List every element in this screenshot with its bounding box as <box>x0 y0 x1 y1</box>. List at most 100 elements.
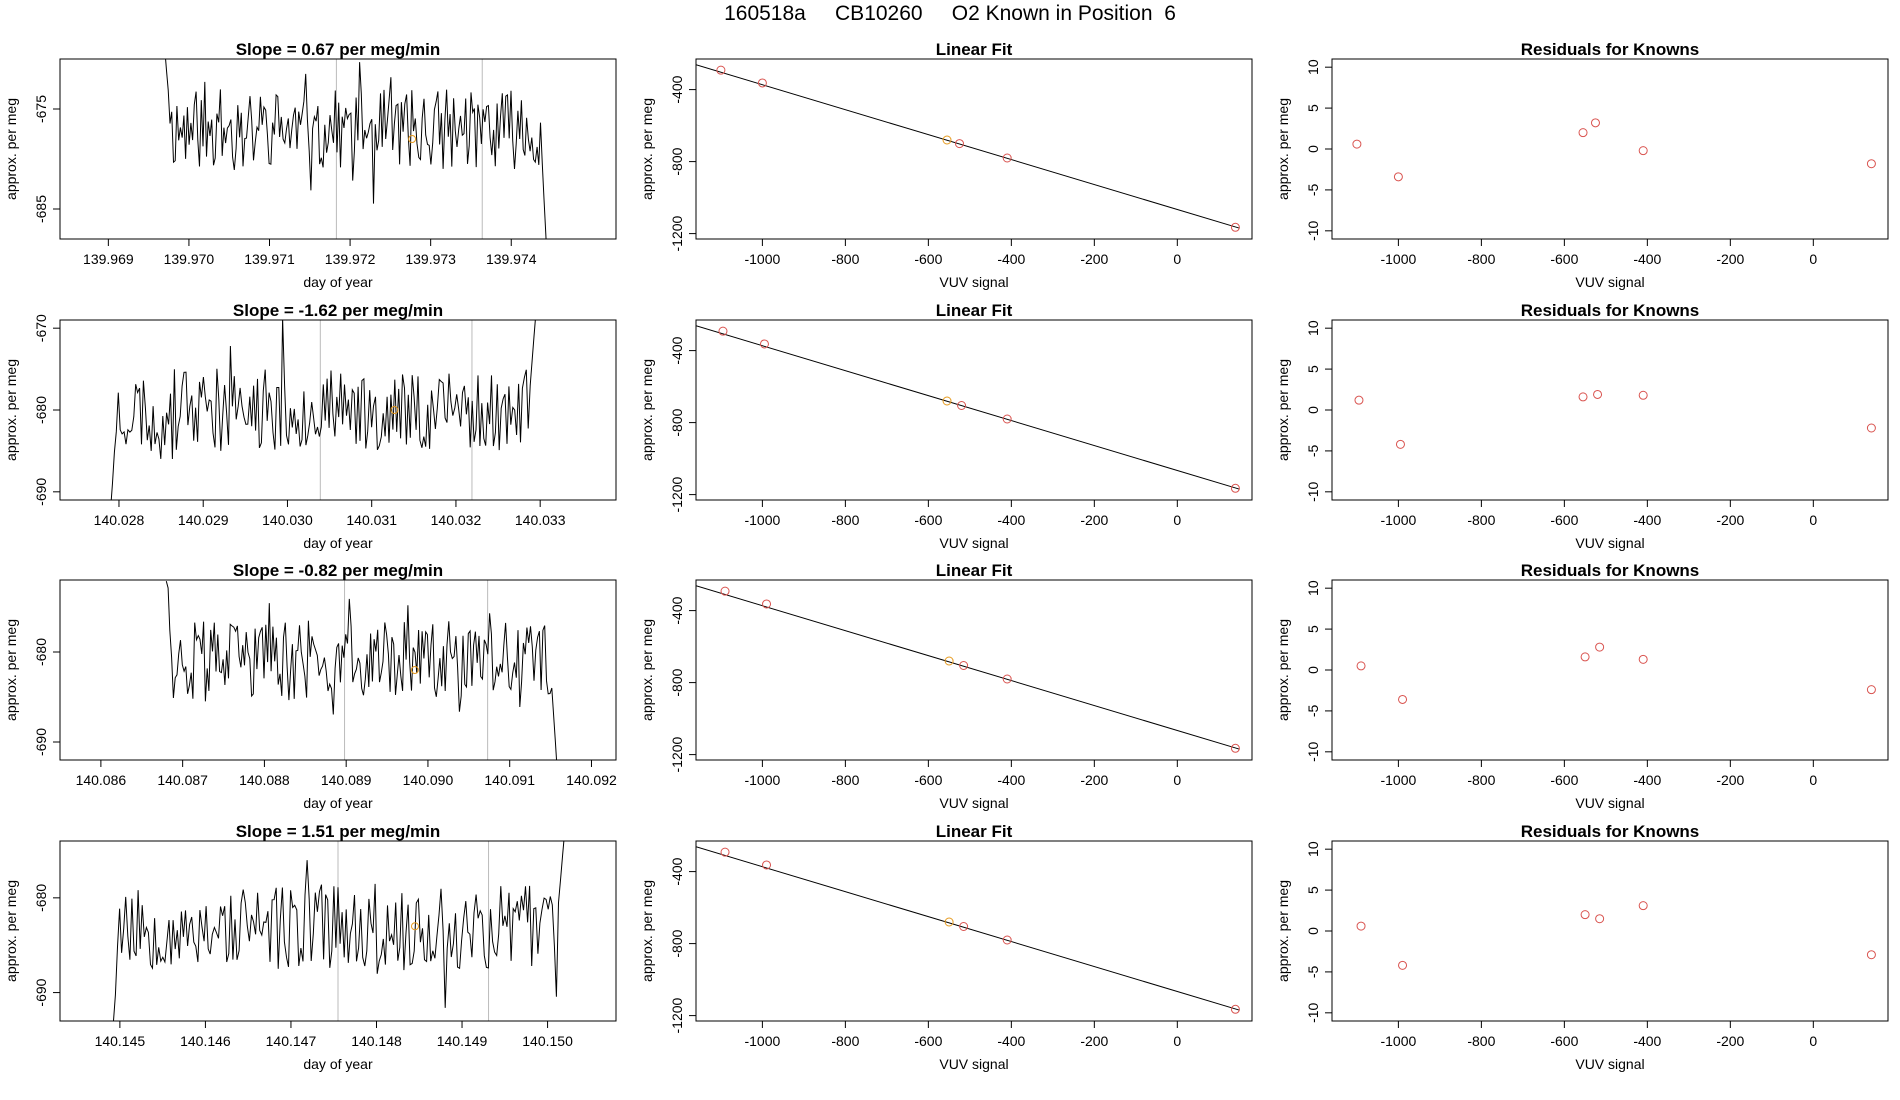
data-layer <box>165 580 558 760</box>
data-point <box>1354 395 1364 405</box>
data-point <box>957 401 967 410</box>
x-tick-label: -400 <box>997 512 1025 528</box>
x-tick-label: -1000 <box>1380 251 1416 267</box>
data-point <box>1866 685 1876 695</box>
x-tick-label: 140.088 <box>239 772 290 788</box>
y-tick-label: -5 <box>1305 704 1321 717</box>
data-point <box>1230 222 1240 232</box>
x-tick-label: 140.030 <box>262 512 313 528</box>
fit-line <box>696 846 1240 1011</box>
data-layer <box>696 325 1240 493</box>
x-tick-label: 0 <box>1173 251 1181 267</box>
y-axis-label: approx. per meg <box>1275 98 1291 200</box>
data-layer <box>110 320 536 500</box>
x-tick-label: 140.028 <box>94 512 145 528</box>
x-tick-label: 140.033 <box>515 512 566 528</box>
panel-row4-linearfit: Linear Fit VUV signal approx. per meg -1000… <box>639 822 1253 1072</box>
y-tick-label: -10 <box>1305 220 1321 240</box>
data-point <box>1352 139 1362 149</box>
panel-title: Residuals for Knowns <box>1521 822 1700 841</box>
y-tick-label: -670 <box>33 314 49 342</box>
data-point <box>1580 910 1590 920</box>
y-tick-label: -685 <box>33 195 49 223</box>
plot-frame <box>695 840 1253 1022</box>
x-tick-label: 0 <box>1173 772 1181 788</box>
data-point <box>959 661 969 670</box>
panel-title: Slope = -0.82 per meg/min <box>233 561 443 580</box>
y-tick-label: 0 <box>1305 145 1321 153</box>
known-marker <box>410 666 419 674</box>
data-point <box>720 847 730 857</box>
data-layer <box>112 841 565 1021</box>
plot-frame <box>1331 319 1889 501</box>
y-tick-label: -5 <box>1305 965 1321 978</box>
panel-row3-timeseries: Slope = -0.82 per meg/min day of year appr… <box>3 561 617 811</box>
x-axis-label: VUV signal <box>1575 274 1644 290</box>
data-point <box>944 917 954 927</box>
data-trace <box>165 580 558 760</box>
plot-frame <box>695 58 1253 240</box>
data-point <box>762 599 772 609</box>
y-tick-label: 10 <box>1305 580 1321 596</box>
panel-row1-linearfit: Linear Fit VUV signal approx. per meg -1000… <box>639 40 1253 290</box>
x-tick-label: 140.032 <box>431 512 482 528</box>
x-axis-label: day of year <box>303 274 373 290</box>
y-tick-label: -800 <box>669 929 685 957</box>
panel-row4-residuals: Residuals for Knowns VUV signal approx. pe… <box>1275 822 1889 1072</box>
panel-title: Residuals for Knowns <box>1521 561 1700 580</box>
y-tick-label: 5 <box>1305 886 1321 894</box>
x-tick-label: 140.089 <box>321 772 372 788</box>
x-axis-label: VUV signal <box>1575 535 1644 551</box>
data-point <box>1590 118 1600 128</box>
data-point <box>942 135 952 145</box>
plot-frame <box>59 840 617 1022</box>
x-tick-label: -200 <box>1080 251 1108 267</box>
y-tick-label: -5 <box>1305 183 1321 196</box>
x-tick-label: 140.029 <box>178 512 229 528</box>
y-axis-label: approx. per meg <box>1275 619 1291 721</box>
data-layer <box>1356 901 1876 970</box>
y-axis-label: approx. per meg <box>639 619 655 721</box>
data-trace <box>165 59 547 239</box>
x-tick-label: 140.145 <box>95 1033 146 1049</box>
plot-frame <box>59 579 617 761</box>
y-tick-label: 0 <box>1305 927 1321 935</box>
data-point <box>757 78 767 88</box>
y-tick-label: -10 <box>1305 741 1321 761</box>
data-point <box>1002 414 1012 424</box>
y-tick-label: 0 <box>1305 406 1321 414</box>
x-tick-label: -400 <box>997 251 1025 267</box>
y-tick-label: -1200 <box>669 736 685 772</box>
x-tick-label: -600 <box>914 1033 942 1049</box>
fit-line <box>696 325 1240 490</box>
y-axis-label: approx. per meg <box>639 98 655 200</box>
panel-row2-timeseries: Slope = -1.62 per meg/min day of year appr… <box>3 301 617 551</box>
data-point <box>716 65 726 75</box>
data-point <box>1398 694 1408 704</box>
panel-title: Linear Fit <box>936 822 1013 841</box>
x-tick-label: -800 <box>1467 1033 1495 1049</box>
y-tick-label: -1200 <box>669 997 685 1033</box>
fit-line <box>696 585 1240 750</box>
x-tick-label: 139.973 <box>405 251 456 267</box>
panel-title: Residuals for Knowns <box>1521 301 1700 320</box>
y-tick-label: -680 <box>33 396 49 424</box>
panel-row2-linearfit: Linear Fit VUV signal approx. per meg -1000… <box>639 301 1253 551</box>
x-tick-label: -200 <box>1716 1033 1744 1049</box>
x-tick-label: -1000 <box>744 512 780 528</box>
known-marker <box>390 406 399 414</box>
y-axis-label: approx. per meg <box>639 880 655 982</box>
panel-title: Slope = -1.62 per meg/min <box>233 301 443 320</box>
x-tick-label: -200 <box>1716 772 1744 788</box>
panel-row2-residuals: Residuals for Knowns VUV signal approx. pe… <box>1275 301 1889 551</box>
x-tick-label: -800 <box>1467 772 1495 788</box>
data-point <box>720 586 730 596</box>
x-tick-label: 140.149 <box>437 1033 488 1049</box>
y-tick-label: -680 <box>33 638 49 666</box>
x-tick-label: -600 <box>1550 512 1578 528</box>
y-tick-label: -1200 <box>669 476 685 512</box>
x-tick-label: 0 <box>1809 1033 1817 1049</box>
x-tick-label: 139.972 <box>325 251 376 267</box>
data-point <box>762 860 772 870</box>
